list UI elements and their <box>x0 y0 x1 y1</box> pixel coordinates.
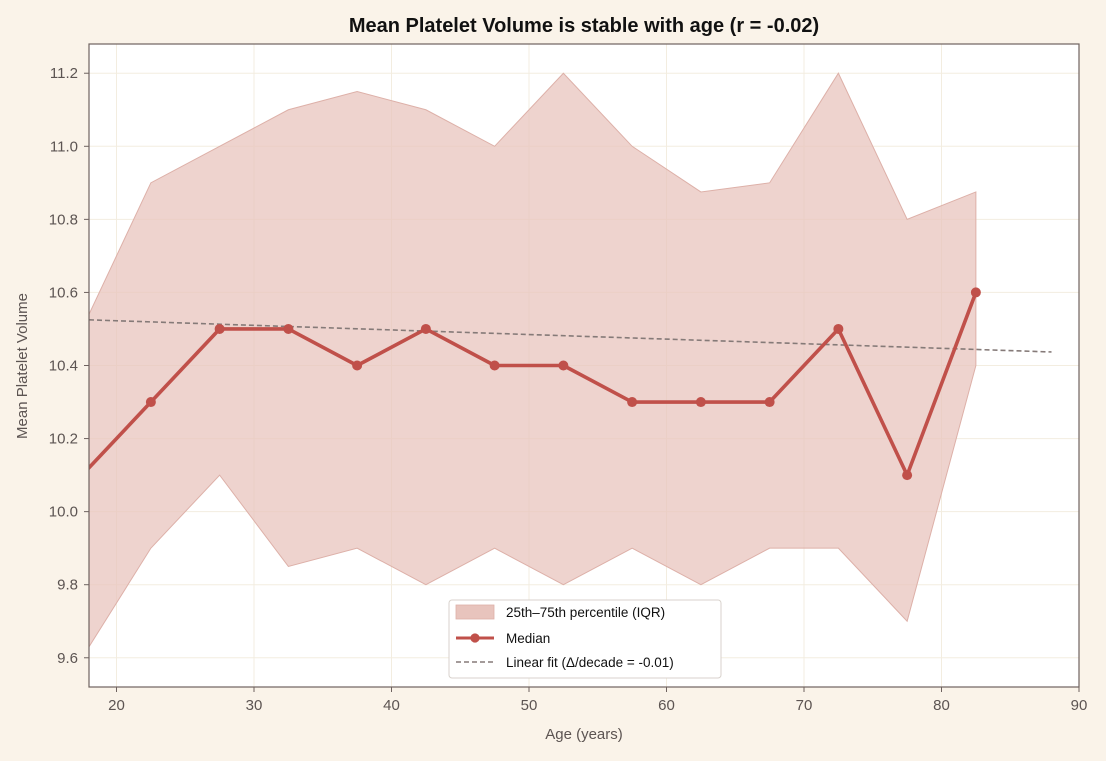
x-axis-ticks: 20 30 40 50 60 70 80 90 <box>108 687 1087 714</box>
y-axis-label: Mean Platelet Volume <box>14 293 31 439</box>
linear-fit-line <box>88 319 1052 353</box>
legend-median-label: Median <box>506 631 550 646</box>
y-tick-label: 10.4 <box>49 358 78 375</box>
median-layer <box>89 287 981 481</box>
median-line <box>89 291 978 477</box>
y-tick-label: 10.6 <box>49 284 78 301</box>
median-point <box>352 360 363 371</box>
legend: 25th–75th percentile (IQR) Median Linear… <box>448 599 722 679</box>
legend-median-marker <box>470 633 480 643</box>
y-tick-label: 10.2 <box>49 431 78 448</box>
median-point <box>627 397 638 408</box>
x-tick-label: 90 <box>1071 697 1088 714</box>
fit-line-layer <box>88 319 1052 353</box>
median-point <box>214 323 225 334</box>
median-point <box>558 360 569 371</box>
x-tick-label: 20 <box>108 697 125 714</box>
median-point <box>902 470 913 481</box>
y-tick-label: 9.6 <box>57 650 78 667</box>
x-tick-label: 70 <box>796 697 813 714</box>
x-axis-label: Age (years) <box>545 726 623 743</box>
median-point <box>833 323 844 334</box>
legend-iqr-swatch <box>455 604 495 620</box>
y-tick-label: 11.2 <box>50 65 78 82</box>
median-point <box>489 360 500 371</box>
legend-fit-label: Linear fit (Δ/decade = -0.01) <box>506 655 674 670</box>
median-point <box>764 397 775 408</box>
chart-title: Mean Platelet Volume is stable with age … <box>349 15 819 37</box>
legend-box <box>448 599 722 679</box>
y-axis-ticks: 9.6 9.8 10.0 10.2 10.4 10.6 10.8 11.0 11.2 <box>49 65 89 667</box>
y-tick-label: 10.0 <box>49 504 78 521</box>
median-point <box>970 287 981 298</box>
x-tick-label: 80 <box>933 697 950 714</box>
x-tick-label: 30 <box>246 697 263 714</box>
y-tick-label: 11.0 <box>50 138 78 155</box>
x-tick-label: 60 <box>658 697 675 714</box>
iqr-band <box>89 72 977 648</box>
y-tick-label: 9.8 <box>57 577 78 594</box>
median-point <box>420 323 431 334</box>
legend-iqr-label: 25th–75th percentile (IQR) <box>506 605 665 620</box>
y-tick-label: 10.8 <box>49 211 78 228</box>
median-point <box>145 397 156 408</box>
iqr-band-layer <box>89 72 977 648</box>
x-tick-label: 50 <box>521 697 538 714</box>
median-point <box>695 397 706 408</box>
median-point <box>283 323 294 334</box>
x-tick-label: 40 <box>383 697 400 714</box>
